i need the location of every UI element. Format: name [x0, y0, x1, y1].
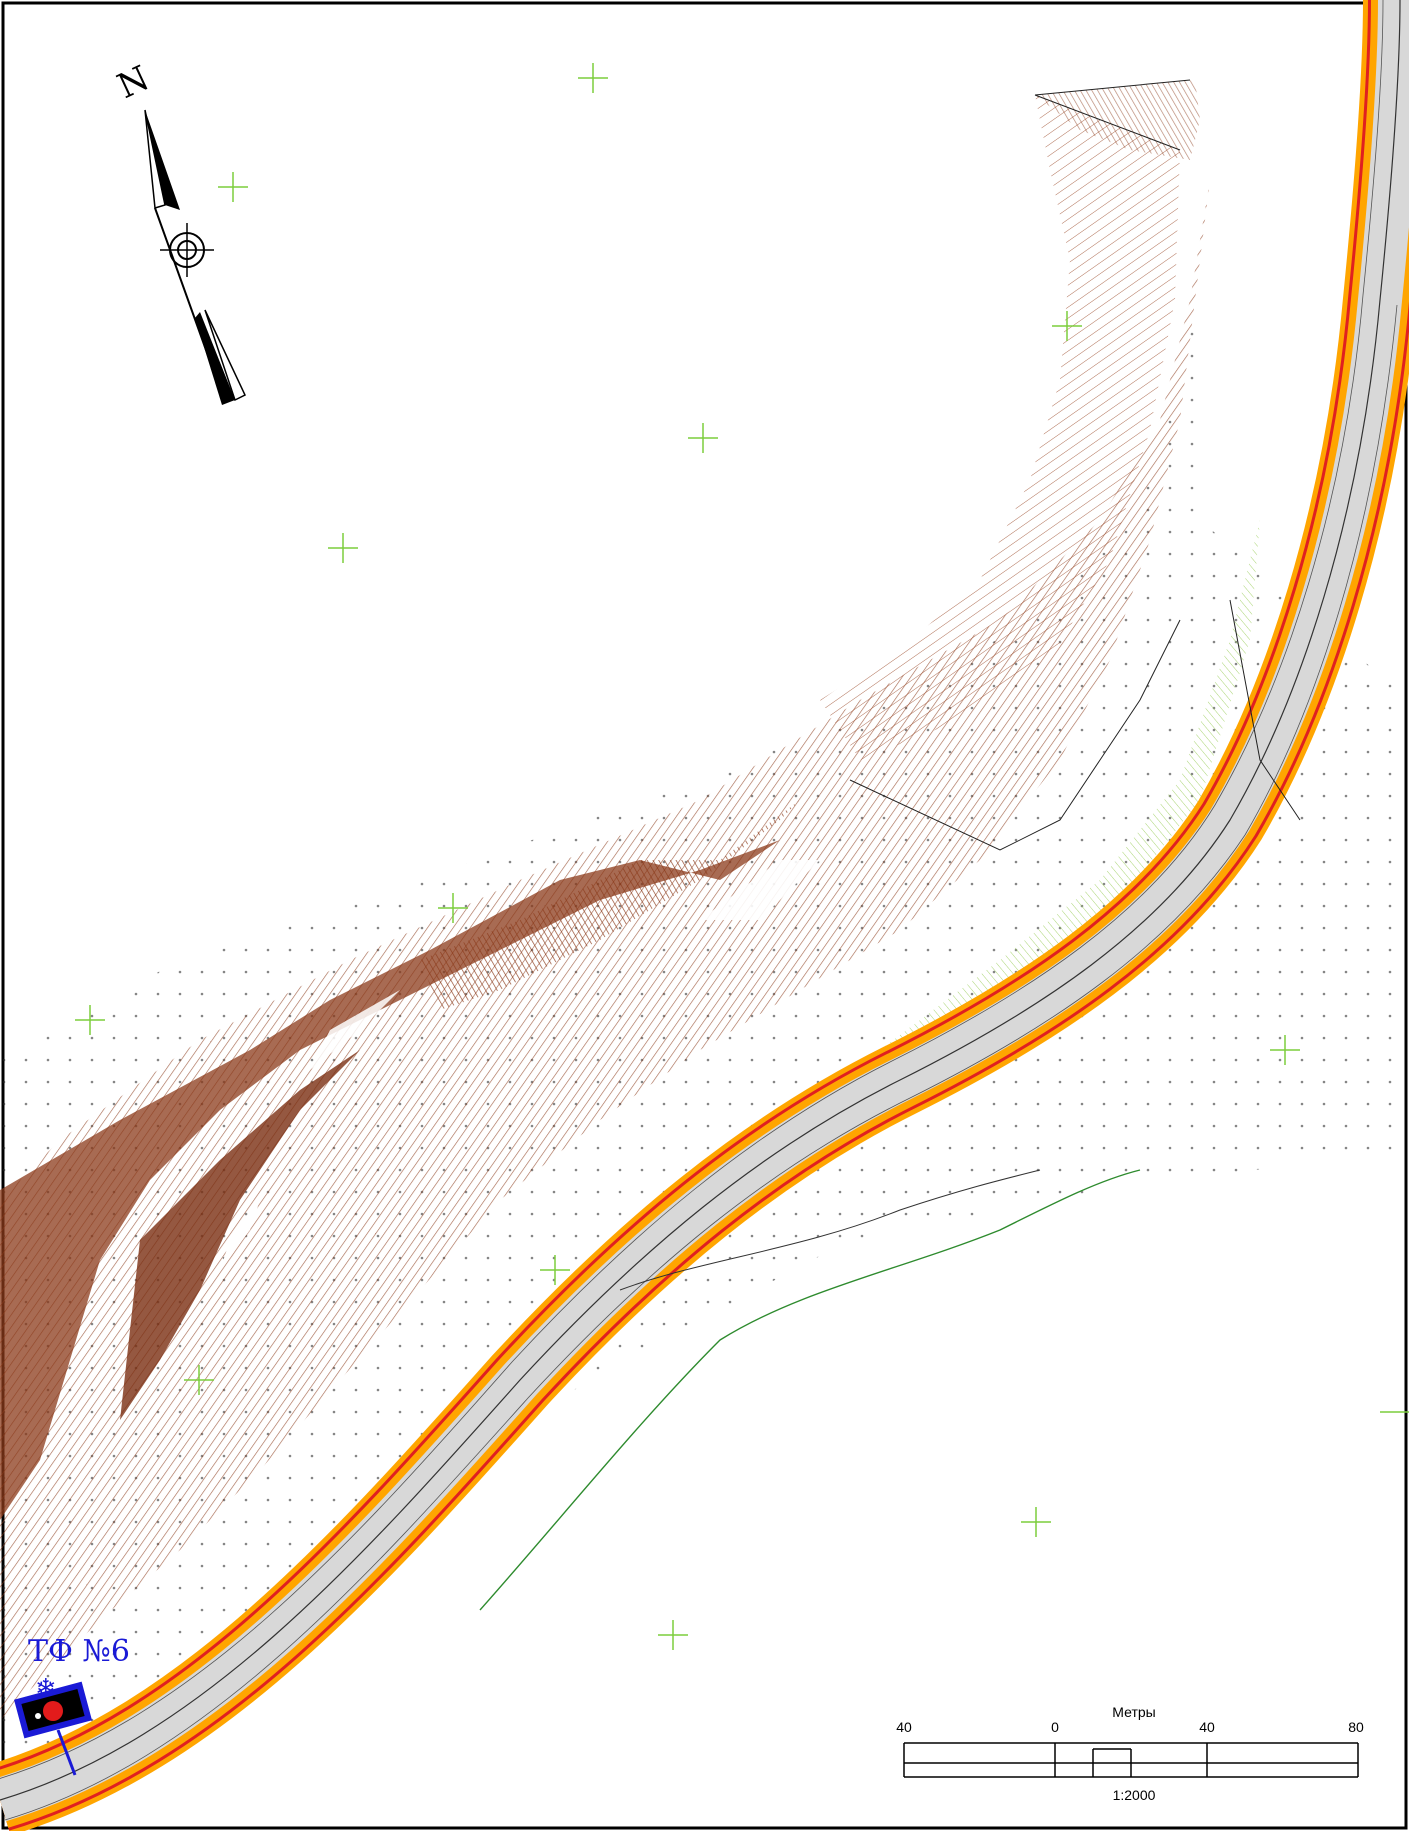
scale-bar: [903, 1742, 1359, 1778]
scale-tick-label: 0: [1051, 1719, 1059, 1735]
escarpment-band: [0, 840, 780, 1520]
grid-cross-icon: [75, 63, 1409, 1650]
scale-tick-label: 80: [1348, 1719, 1364, 1735]
field-boundary-dark: [619, 1169, 1041, 1291]
terrain-gap: [220, 1200, 260, 1270]
station-marker-icon: ❄: [14, 1674, 92, 1776]
escarpment-band-inner: [120, 1050, 360, 1420]
scale-tick-label: 40: [1199, 1719, 1215, 1735]
terrain-gap: [700, 860, 820, 920]
north-arrow-icon: N: [112, 58, 246, 405]
terrain-gap: [310, 990, 400, 1070]
scale-bar-title: Метры: [1112, 1704, 1156, 1720]
field-boundary-green: [479, 1169, 1141, 1611]
north-label: N: [112, 58, 156, 107]
road-centerline: [0, 0, 1401, 1801]
survey-lines: [849, 79, 1301, 851]
upper-ridge: [420, 760, 840, 1010]
terrain-fan-top: [1035, 80, 1200, 160]
vegetation-strip: [880, 520, 1260, 1060]
station-label: ТФ №6: [28, 1634, 130, 1669]
scale-tick-label: 40: [896, 1719, 912, 1735]
terrain-slope-main: [0, 180, 1210, 1720]
terrain-fan-northeast: [820, 95, 1180, 760]
scale-ratio: 1:2000: [1112, 1787, 1156, 1803]
